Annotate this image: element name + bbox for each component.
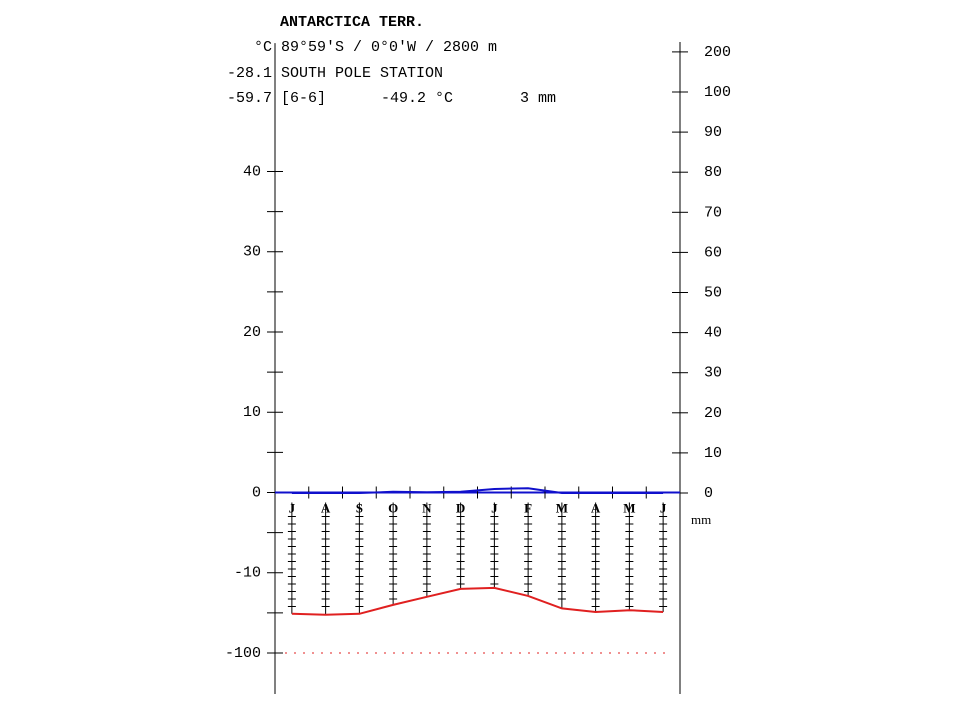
- y2-tick-label: 60: [704, 244, 722, 261]
- y2-tick-label: 50: [704, 284, 722, 301]
- max-temp-label: -28.1: [227, 65, 272, 82]
- chart-title: ANTARCTICA TERR.: [280, 14, 424, 31]
- month-label: S: [356, 500, 363, 515]
- y-tick-label: 20: [243, 324, 261, 341]
- month-label: A: [321, 500, 331, 515]
- y-tick-label: 40: [243, 163, 261, 180]
- month-label: N: [422, 500, 432, 515]
- precipitation-line: [291, 487, 664, 494]
- y2-tick-label: 30: [704, 365, 722, 382]
- y2-tick-label: 200: [704, 44, 731, 61]
- location: 89°59'S / 0°0'W / 2800 m: [281, 39, 497, 56]
- period: [6-6]: [281, 90, 326, 107]
- y-tick-label: 30: [243, 244, 261, 261]
- y2-tick-label: 90: [704, 124, 722, 141]
- month-label: M: [556, 500, 568, 515]
- y2-tick-label: 100: [704, 84, 731, 101]
- annual-precip: 3 mm: [520, 90, 556, 107]
- month-label: F: [524, 500, 532, 515]
- month-label: J: [660, 500, 667, 515]
- month-label: J: [491, 500, 498, 515]
- temperature-line: [291, 586, 664, 616]
- y2-tick-label: 80: [704, 164, 722, 181]
- y2-tick-label: 10: [704, 445, 722, 462]
- month-label: M: [623, 500, 635, 515]
- y2-tick-label: 0: [704, 485, 713, 502]
- y2-tick-label: 40: [704, 325, 722, 342]
- y2-tick-label: 20: [704, 405, 722, 422]
- temp-unit: °C: [254, 39, 272, 56]
- station: SOUTH POLE STATION: [281, 65, 443, 82]
- precip-unit: mm: [691, 512, 711, 527]
- y-tick-label: -100: [225, 645, 261, 662]
- month-label: O: [388, 500, 398, 515]
- annual-temp: -49.2 °C: [381, 90, 453, 107]
- y-tick-label: 10: [243, 404, 261, 421]
- month-label: J: [289, 500, 296, 515]
- y-tick-label: -10: [234, 565, 261, 582]
- y-tick-label: 0: [252, 484, 261, 501]
- min-temp-label: -59.7: [227, 90, 272, 107]
- month-label: D: [456, 500, 465, 515]
- month-label: A: [591, 500, 601, 515]
- y2-tick-label: 70: [704, 204, 722, 221]
